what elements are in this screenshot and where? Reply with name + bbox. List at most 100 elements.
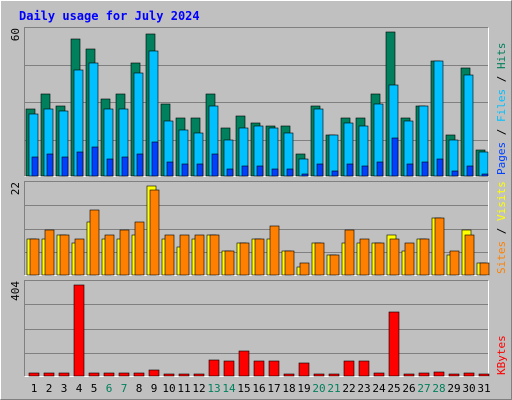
plot-bevel-dark-3 bbox=[24, 280, 489, 377]
kbytes-bar bbox=[283, 373, 295, 377]
sites-bar bbox=[179, 234, 190, 276]
sites-bar bbox=[29, 238, 40, 276]
day-label: 9 bbox=[151, 382, 158, 395]
plot-bevel-light-3 bbox=[24, 280, 489, 377]
sites-bar bbox=[164, 234, 175, 276]
chart-title: Daily usage for July 2024 bbox=[19, 9, 200, 23]
sites-bar bbox=[74, 238, 85, 276]
plot-bevel-dark-1 bbox=[24, 27, 489, 177]
legend-item-visits: Visits bbox=[495, 181, 508, 221]
pages-bar bbox=[481, 173, 489, 177]
pages-bar bbox=[181, 163, 189, 177]
kbytes-bar bbox=[403, 373, 415, 377]
pages-bar bbox=[241, 165, 249, 177]
legend: KBytes bbox=[495, 335, 508, 375]
sites-bar bbox=[284, 250, 295, 276]
kbytes-bar bbox=[328, 373, 340, 377]
pages-bar bbox=[361, 165, 369, 177]
day-label: 8 bbox=[136, 382, 143, 395]
kbytes-bar bbox=[163, 373, 175, 377]
pages-bar bbox=[466, 165, 474, 177]
pages-bar bbox=[391, 137, 399, 177]
day-label: 5 bbox=[91, 382, 98, 395]
pages-bar bbox=[76, 151, 84, 177]
sites-bar bbox=[479, 262, 490, 276]
kbytes-bar bbox=[433, 371, 445, 377]
sites-bar bbox=[299, 262, 310, 276]
pages-bar bbox=[271, 168, 279, 177]
sites-bar bbox=[359, 238, 370, 276]
pages-bar bbox=[151, 141, 159, 177]
sites-bar bbox=[374, 242, 385, 276]
day-label: 2 bbox=[46, 382, 53, 395]
day-label: 13 bbox=[207, 382, 220, 395]
pages-bar bbox=[226, 168, 234, 177]
legend-item-kbytes: KBytes bbox=[495, 335, 508, 375]
day-label: 16 bbox=[252, 382, 265, 395]
sites-bar bbox=[134, 221, 145, 276]
plot-bevel-light-1 bbox=[24, 27, 489, 177]
legend-separator: / bbox=[495, 69, 508, 89]
sites-bar bbox=[329, 254, 340, 276]
pages-bar bbox=[256, 165, 264, 177]
kbytes-bar bbox=[28, 372, 40, 377]
files-bar bbox=[298, 158, 309, 177]
kbytes-bar bbox=[133, 372, 145, 377]
kbytes-bar bbox=[208, 359, 220, 377]
pages-bar bbox=[61, 156, 69, 177]
sites-bar bbox=[89, 209, 100, 276]
day-label: 26 bbox=[402, 382, 415, 395]
legend: Pages / Files / Hits bbox=[495, 43, 508, 176]
kbytes-bar bbox=[88, 372, 100, 377]
day-label: 10 bbox=[162, 382, 175, 395]
kbytes-bar bbox=[478, 373, 490, 377]
pages-bar bbox=[91, 146, 99, 177]
kbytes-bar bbox=[373, 372, 385, 377]
sites-bar bbox=[314, 242, 325, 276]
day-label: 1 bbox=[31, 382, 38, 395]
pages-bar bbox=[301, 173, 309, 177]
y-tick-label: 22 bbox=[9, 182, 22, 195]
pages-bar bbox=[436, 158, 444, 177]
kbytes-bar bbox=[58, 372, 70, 377]
pages-bar bbox=[166, 161, 174, 177]
day-label: 23 bbox=[357, 382, 370, 395]
kbytes-bar bbox=[358, 360, 370, 377]
sites-bar bbox=[149, 189, 160, 276]
day-label: 19 bbox=[297, 382, 310, 395]
sites-bar bbox=[404, 242, 415, 276]
files-bar bbox=[478, 151, 489, 177]
sites-bar bbox=[59, 234, 70, 276]
pages-bar bbox=[421, 161, 429, 177]
pages-bar bbox=[451, 170, 459, 177]
pages-bar bbox=[136, 153, 144, 177]
sites-bar bbox=[434, 217, 445, 276]
day-label: 31 bbox=[477, 382, 490, 395]
legend-separator: / bbox=[495, 122, 508, 142]
sites-bar bbox=[209, 234, 220, 276]
day-label: 24 bbox=[372, 382, 386, 395]
day-label: 25 bbox=[387, 382, 400, 395]
plot-bevel-dark-2 bbox=[24, 181, 489, 276]
sites-bar bbox=[419, 238, 430, 276]
kbytes-bar bbox=[388, 311, 400, 377]
legend: Sites / Visits bbox=[495, 181, 508, 274]
day-label: 15 bbox=[237, 382, 250, 395]
kbytes-bar bbox=[178, 373, 190, 377]
kbytes-bar bbox=[118, 372, 130, 377]
day-label: 4 bbox=[76, 382, 83, 395]
sites-bar bbox=[254, 238, 265, 276]
pages-bar bbox=[211, 153, 219, 177]
sites-bar bbox=[344, 229, 355, 276]
files-bar bbox=[463, 74, 474, 177]
y-tick-label: 60 bbox=[9, 28, 22, 41]
plot-bevel-light-2 bbox=[24, 181, 489, 276]
kbytes-bar bbox=[103, 372, 115, 377]
day-label: 6 bbox=[106, 382, 113, 395]
files-bar bbox=[448, 139, 459, 177]
day-label: 18 bbox=[282, 382, 295, 395]
kbytes-bar bbox=[418, 372, 430, 377]
kbytes-bar bbox=[313, 373, 325, 377]
day-label: 29 bbox=[447, 382, 460, 395]
